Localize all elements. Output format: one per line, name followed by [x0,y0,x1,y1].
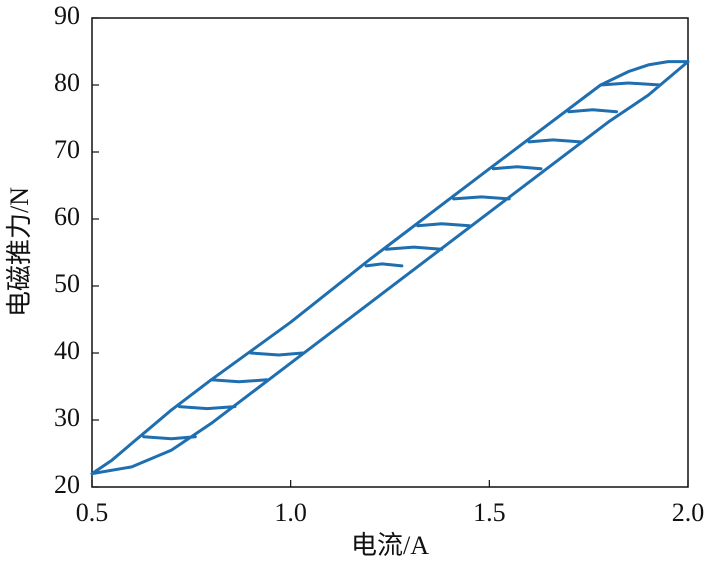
y-tick-label: 90 [54,1,80,30]
x-axis-label: 电流/A [351,531,429,560]
plot-frame [91,17,689,488]
y-axis-label: 电磁推力/N [5,187,34,317]
y-tick-label: 50 [54,269,80,298]
x-tick-label: 2.0 [672,498,705,527]
y-tick-label: 30 [54,403,80,432]
y-tick-label: 60 [54,202,80,231]
y-tick-label: 40 [54,336,80,365]
data-line [90,60,690,476]
x-tick-label: 0.5 [76,498,109,527]
y-tick-label: 20 [54,470,80,499]
x-tick-label: 1.0 [274,498,307,527]
y-tick-label: 80 [54,68,80,97]
x-tick-label: 1.5 [473,498,506,527]
y-tick-label: 70 [54,135,80,164]
